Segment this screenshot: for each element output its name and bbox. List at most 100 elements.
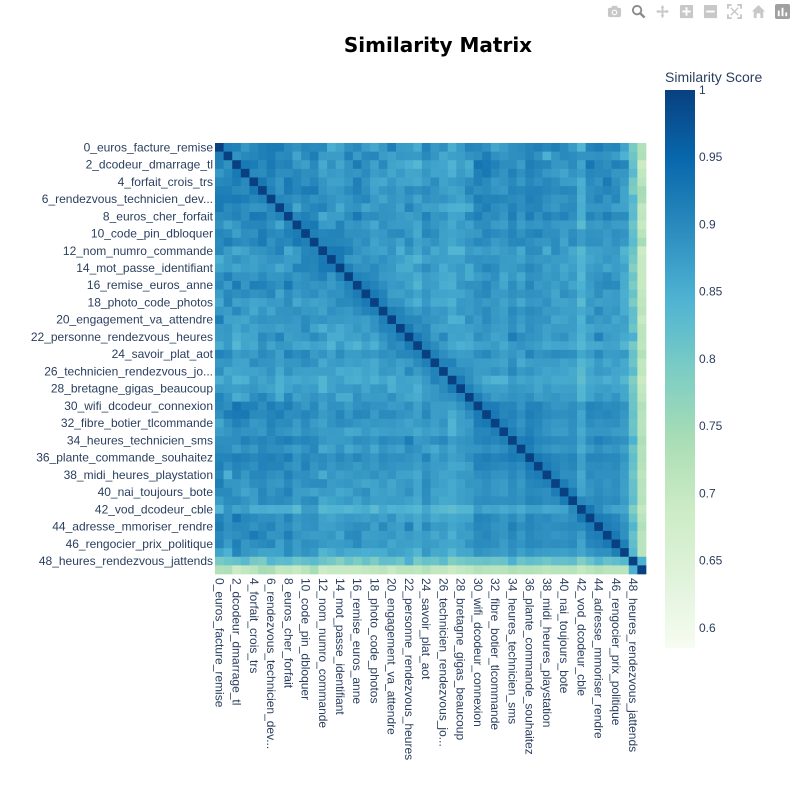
pan-icon[interactable] xyxy=(653,2,671,20)
heatmap-cell xyxy=(215,384,224,394)
heatmap-cell xyxy=(309,272,319,282)
heatmap-cell xyxy=(611,306,621,316)
heatmap-cell xyxy=(611,229,621,239)
heatmap-cell xyxy=(378,479,388,489)
heatmap-cell xyxy=(301,358,311,368)
heatmap-cell xyxy=(344,211,354,221)
zoom-icon[interactable] xyxy=(629,2,647,20)
heatmap-cell xyxy=(551,513,561,523)
heatmap-cell xyxy=(223,427,233,437)
zoom-out-icon[interactable] xyxy=(701,2,719,20)
heatmap-cell xyxy=(404,444,414,454)
heatmap-cell xyxy=(490,332,500,342)
heatmap-cell xyxy=(559,461,569,471)
heatmap-cell xyxy=(370,530,380,540)
heatmap-cell xyxy=(542,375,552,385)
heatmap-cell xyxy=(318,341,328,351)
heatmap-cell xyxy=(378,341,388,351)
heatmap-cell xyxy=(585,298,595,308)
heatmap-cell xyxy=(516,203,526,213)
heatmap-cell xyxy=(396,479,405,489)
heatmap-cell xyxy=(508,211,518,221)
heatmap-cell xyxy=(318,418,328,428)
heatmap-cell xyxy=(602,168,612,178)
heatmap-cell xyxy=(352,203,362,213)
heatmap-cell xyxy=(378,289,388,299)
heatmap-cell xyxy=(335,548,345,558)
heatmap-cell xyxy=(430,263,440,273)
heatmap-cell xyxy=(361,168,371,178)
heatmap-cell xyxy=(344,461,354,471)
heatmap-cell xyxy=(413,375,423,385)
heatmap-cell xyxy=(499,177,509,187)
heatmap-cell xyxy=(249,289,259,299)
heatmap-cell xyxy=(447,470,457,480)
zoom-in-icon[interactable] xyxy=(677,2,695,20)
heatmap-cell xyxy=(413,556,423,566)
heatmap-cell xyxy=(352,160,362,170)
heatmap-cell xyxy=(490,203,500,213)
heatmap-cell xyxy=(568,427,578,437)
heatmap-cell xyxy=(258,392,268,402)
x-tick-label: 22_personne_rendezvous_heures xyxy=(402,578,416,760)
heatmap-cell xyxy=(249,410,259,420)
heatmap-cell xyxy=(396,272,405,282)
heatmap-cell xyxy=(439,548,449,558)
heatmap-cell xyxy=(266,168,276,178)
heatmap-cell xyxy=(404,220,414,230)
heatmap-cell xyxy=(577,401,587,411)
heatmap-cell xyxy=(464,237,474,247)
heatmap-cell xyxy=(594,367,604,377)
camera-icon[interactable] xyxy=(605,2,623,20)
heatmap-cell xyxy=(387,151,397,161)
plotly-logo-icon[interactable] xyxy=(773,2,791,20)
heatmap-cell xyxy=(637,410,647,420)
heatmap-cell xyxy=(327,349,337,359)
autoscale-icon[interactable] xyxy=(725,2,743,20)
heatmap-cell xyxy=(430,496,440,506)
heatmap-cell xyxy=(413,461,423,471)
heatmap-cell xyxy=(421,479,431,489)
heatmap-cell xyxy=(620,444,630,454)
heatmap-cell xyxy=(447,453,457,463)
heatmap-cell xyxy=(404,513,414,523)
heatmap-cell xyxy=(240,255,250,265)
heatmap-cell xyxy=(499,160,509,170)
heatmap-cell xyxy=(594,151,604,161)
heatmap-cell xyxy=(430,410,440,420)
heatmap-cell xyxy=(413,194,423,204)
heatmap-cell xyxy=(292,263,302,273)
heatmap-cell xyxy=(344,427,354,437)
heatmap-cell xyxy=(464,160,474,170)
heatmap-cell xyxy=(577,522,587,532)
heatmap-cell xyxy=(318,522,328,532)
heatmap-cell xyxy=(533,263,543,273)
home-icon[interactable] xyxy=(749,2,767,20)
heatmap-cell xyxy=(335,151,345,161)
heatmap-cell xyxy=(490,444,500,454)
heatmap-cell xyxy=(533,461,543,471)
heatmap-cell xyxy=(508,358,518,368)
heatmap-cell xyxy=(387,280,397,290)
heatmap-cell xyxy=(620,315,630,325)
heatmap-cell xyxy=(525,453,535,463)
heatmap-cell xyxy=(473,177,483,187)
heatmap-cell xyxy=(447,255,457,265)
heatmap-cell xyxy=(482,505,492,515)
heatmap-cell xyxy=(327,255,337,265)
heatmap-cell xyxy=(404,556,414,566)
heatmap-cell xyxy=(309,367,319,377)
y-tick-label: 2_dcodeur_dmarrage_tl xyxy=(86,158,213,172)
heatmap-cell xyxy=(490,513,500,523)
heatmap-cell xyxy=(464,151,474,161)
heatmap-cell xyxy=(611,539,621,549)
heatmap-cell xyxy=(421,280,431,290)
heatmap-cell xyxy=(611,384,621,394)
heatmap-cell xyxy=(637,349,647,359)
heatmap-cell xyxy=(396,556,405,566)
heatmap-cell xyxy=(533,332,543,342)
heatmap-cell xyxy=(430,229,440,239)
heatmap-cell xyxy=(439,427,449,437)
heatmap-cell xyxy=(577,332,587,342)
heatmap-cell xyxy=(602,280,612,290)
